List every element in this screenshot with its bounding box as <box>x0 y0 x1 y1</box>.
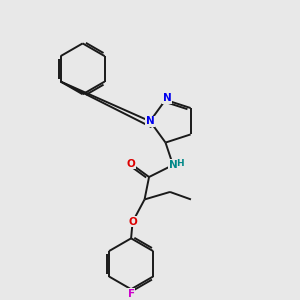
Text: N: N <box>163 93 171 103</box>
Text: O: O <box>128 217 137 227</box>
Text: F: F <box>128 289 135 299</box>
Text: H: H <box>176 159 183 168</box>
Text: N: N <box>146 116 154 126</box>
Text: O: O <box>127 158 136 169</box>
Text: N: N <box>169 160 177 170</box>
